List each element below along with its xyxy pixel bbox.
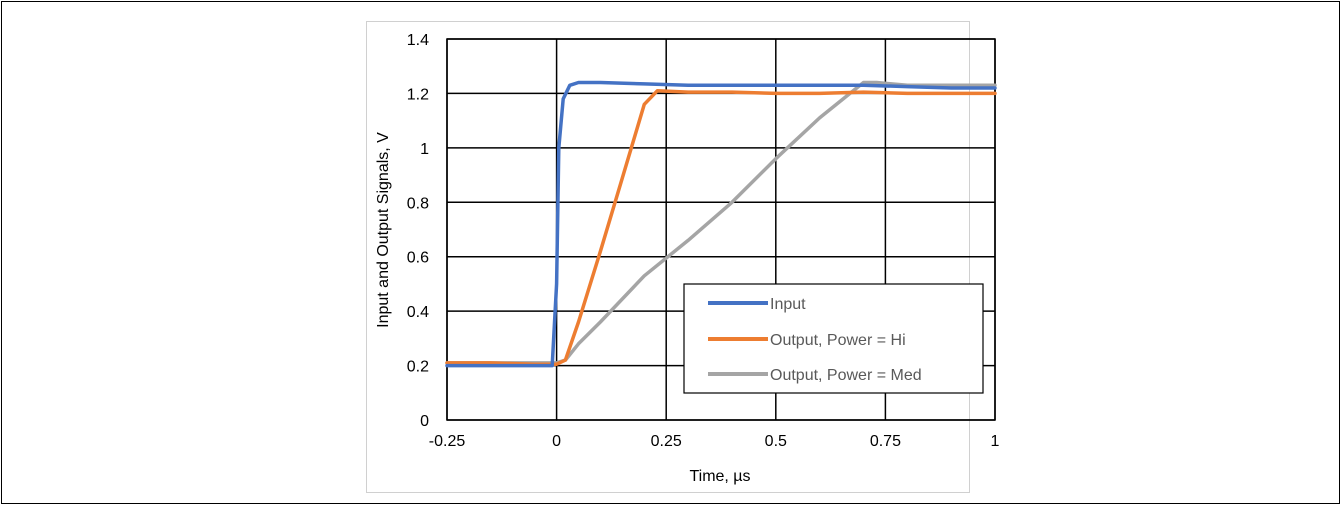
- y-tick-label: 1.2: [407, 86, 429, 103]
- y-tick-label: 0.6: [407, 250, 429, 267]
- y-tick-label: 0.8: [407, 195, 429, 212]
- y-tick-label: 1.4: [407, 32, 429, 49]
- x-tick-labels: -0.25 0 0.25 0.5 0.75 1: [429, 433, 1000, 450]
- x-tick-label: 0.75: [870, 433, 901, 450]
- x-tick-label: 1: [991, 433, 1000, 450]
- y-axis-title: Input and Output Signals, V: [375, 132, 392, 328]
- y-tick-label: 0.2: [407, 359, 429, 376]
- legend-label-output-hi: Output, Power = Hi: [770, 332, 906, 349]
- legend: Input Output, Power = Hi Output, Power =…: [683, 283, 984, 394]
- x-axis-title: Time, µs: [689, 468, 750, 485]
- x-tick-label: 0.5: [765, 433, 787, 450]
- plot-border: [446, 38, 996, 421]
- legend-label-output-med: Output, Power = Med: [770, 367, 922, 384]
- y-tick-label: 1: [420, 141, 429, 158]
- y-tick-label: 0.4: [407, 304, 429, 321]
- y-tick-labels: 0 0.2 0.4 0.6 0.8 1 1.2 1.4: [407, 32, 429, 430]
- series-lines: [445, 80, 997, 368]
- series-line-input: [445, 80, 997, 368]
- x-tick-label: 0: [552, 433, 561, 450]
- y-tick-label: 0: [420, 413, 429, 430]
- legend-label-input: Input: [770, 296, 806, 313]
- x-tick-label: 0.25: [651, 433, 682, 450]
- x-tick-label: -0.25: [429, 433, 466, 450]
